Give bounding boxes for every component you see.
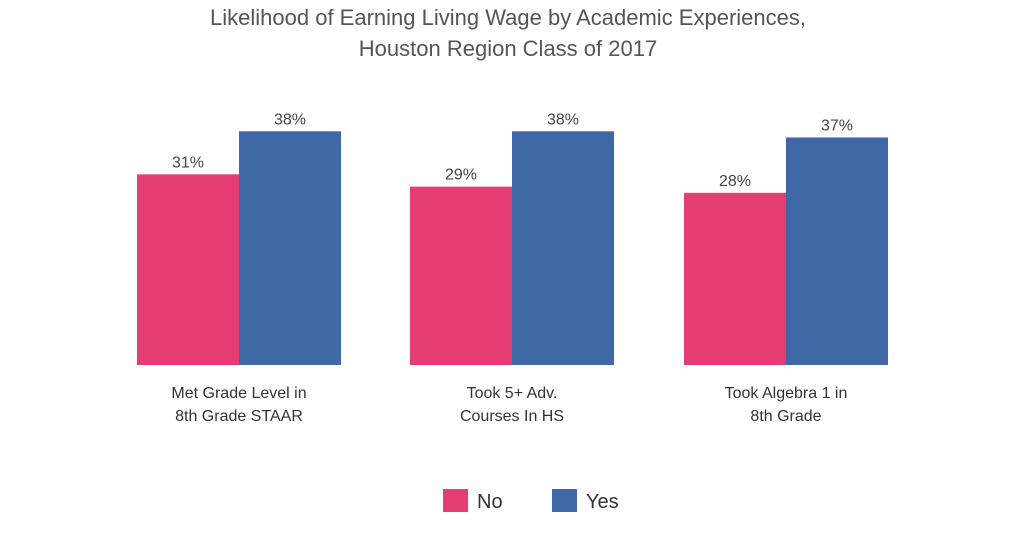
legend-swatch-yes: [552, 489, 577, 512]
chart-title-line-2: Houston Region Class of 2017: [359, 36, 657, 61]
data-label-no-2: 28%: [719, 173, 751, 190]
bar-no-1: [410, 186, 512, 365]
legend-label-no: No: [477, 491, 503, 513]
category-label-2-line-2: 8th Grade: [750, 408, 821, 425]
data-labels: 31% 38% 29% 38% 28% 37%: [172, 111, 853, 190]
bars: [137, 131, 888, 365]
category-labels: Met Grade Level in 8th Grade STAAR Took 5+…: [171, 385, 847, 425]
bar-no-0: [137, 174, 239, 365]
legend-swatch-no: [443, 489, 468, 512]
data-label-yes-0: 38%: [274, 111, 306, 128]
data-label-no-1: 29%: [445, 167, 477, 184]
data-label-no-0: 31%: [172, 154, 204, 171]
chart-title-line-1: Likelihood of Earning Living Wage by Aca…: [210, 5, 806, 30]
legend-label-yes: Yes: [586, 491, 619, 513]
bar-yes-2: [786, 137, 888, 365]
legend: No Yes: [443, 489, 619, 513]
category-label-1-line-2: Courses In HS: [460, 408, 564, 425]
data-label-yes-1: 38%: [547, 111, 579, 128]
bar-yes-1: [512, 131, 614, 365]
category-label-0-line-1: Met Grade Level in: [171, 385, 306, 402]
category-label-0-line-2: 8th Grade STAAR: [175, 408, 303, 425]
category-label-1-line-1: Took 5+ Adv.: [467, 385, 558, 402]
data-label-yes-2: 37%: [821, 117, 853, 134]
category-label-2-line-1: Took Algebra 1 in: [725, 385, 848, 402]
bar-yes-0: [239, 131, 341, 365]
bar-no-2: [684, 192, 786, 365]
chart-title: Likelihood of Earning Living Wage by Aca…: [210, 5, 806, 61]
